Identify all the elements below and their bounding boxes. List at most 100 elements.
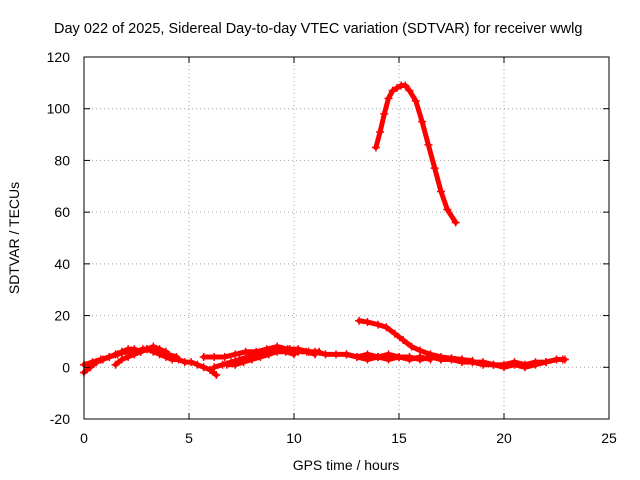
y-tick-label: 0 [62, 359, 70, 375]
data-point [376, 127, 385, 136]
x-tick-label: 5 [185, 430, 193, 446]
data-point [510, 360, 519, 369]
data-point [437, 187, 445, 196]
data-point [212, 371, 221, 380]
data-point [437, 355, 445, 364]
data-point [371, 143, 380, 152]
data-point [241, 347, 250, 356]
y-tick-label: 40 [54, 256, 70, 272]
y-axis-label: SDTVAR / TECUs [6, 182, 22, 294]
series-arc-f [222, 347, 298, 369]
data-point [355, 316, 364, 325]
data-point [342, 350, 351, 359]
series-arc-j [468, 355, 567, 372]
x-axis-label: GPS time / hours [293, 457, 400, 473]
data-point [113, 350, 122, 359]
data-point [500, 363, 508, 372]
series-trace [373, 82, 459, 225]
data-point [193, 360, 202, 369]
data-point [210, 352, 219, 361]
data-point [430, 164, 439, 173]
data-point [105, 352, 114, 361]
data-point [447, 355, 456, 364]
data-point [294, 347, 303, 356]
data-point [542, 358, 550, 367]
data-point [451, 218, 460, 227]
data-point [88, 358, 97, 367]
data-point [256, 352, 265, 361]
data-point [130, 350, 139, 359]
data-point [405, 86, 414, 95]
y-tick-label: 80 [54, 152, 70, 168]
data-point [220, 352, 229, 361]
data-point [405, 355, 414, 364]
y-tick-label: 120 [47, 49, 71, 65]
data-point [332, 350, 340, 359]
data-point [122, 347, 130, 356]
series-arc-peak [371, 81, 460, 227]
x-tick-label: 20 [496, 430, 512, 446]
x-tick-label: 0 [80, 430, 88, 446]
data-point [521, 363, 529, 372]
data-point [384, 355, 393, 364]
data-point [155, 345, 164, 354]
data-point [468, 358, 477, 367]
data-point [117, 355, 126, 364]
data-point [231, 350, 240, 359]
data-point [239, 358, 248, 367]
data-point [558, 355, 567, 364]
chart-title: Day 022 of 2025, Sidereal Day-to-day VTE… [54, 21, 582, 37]
x-tick-label: 10 [286, 430, 302, 446]
data-point [136, 347, 145, 356]
data-point [531, 360, 540, 369]
data-point [96, 355, 105, 364]
series-trace [81, 346, 219, 378]
data-point [111, 360, 120, 369]
data-point [199, 363, 208, 372]
data-point [489, 360, 498, 369]
data-point [384, 94, 393, 103]
data-point [143, 345, 151, 354]
data-point [392, 84, 401, 93]
data-point [281, 347, 290, 356]
data-point [161, 347, 170, 356]
y-tick-label: -20 [50, 411, 70, 427]
data-point [426, 355, 435, 364]
x-tick-label: 15 [391, 430, 407, 446]
data-point [199, 352, 208, 361]
data-point [443, 205, 452, 214]
series-trace [470, 357, 566, 370]
data-point [363, 355, 372, 364]
series-arc-c [111, 342, 170, 369]
data-series [80, 81, 569, 380]
data-point [311, 347, 319, 356]
data-point [231, 360, 240, 369]
data-point [374, 352, 382, 361]
data-point [187, 358, 196, 367]
data-point [418, 117, 427, 126]
data-point [273, 347, 282, 356]
data-point [424, 140, 433, 149]
data-point [363, 318, 372, 327]
data-point [458, 358, 466, 367]
data-point [210, 363, 219, 372]
data-point [172, 352, 181, 361]
x-tick-label: 25 [601, 430, 617, 446]
data-point [380, 109, 389, 118]
data-point [222, 360, 231, 369]
series-arc-h [342, 350, 435, 364]
data-point [321, 350, 330, 359]
data-point [302, 347, 311, 356]
data-point [124, 352, 133, 361]
data-point [411, 96, 420, 105]
y-tick-label: 60 [54, 204, 70, 220]
data-point [149, 342, 158, 351]
data-point [399, 336, 408, 345]
data-point [206, 365, 214, 374]
data-point [401, 81, 410, 90]
data-point [382, 323, 391, 332]
data-point [264, 350, 273, 359]
data-point [390, 329, 399, 338]
data-point [416, 352, 424, 361]
